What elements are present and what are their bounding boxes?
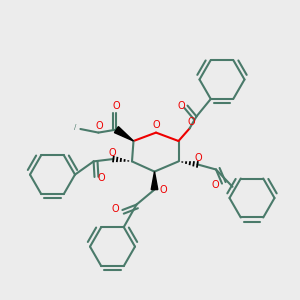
Text: O: O (109, 148, 117, 158)
Text: /: / (74, 124, 76, 130)
Text: O: O (95, 121, 103, 131)
Text: O: O (194, 153, 202, 163)
Text: O: O (112, 101, 120, 111)
Text: O: O (187, 117, 195, 128)
Text: O: O (212, 179, 219, 190)
Text: O: O (112, 203, 120, 214)
Text: O: O (152, 120, 160, 130)
Text: O: O (97, 172, 105, 183)
Polygon shape (151, 172, 158, 190)
Polygon shape (114, 127, 134, 141)
Text: O: O (159, 184, 167, 195)
Text: O: O (177, 100, 185, 111)
